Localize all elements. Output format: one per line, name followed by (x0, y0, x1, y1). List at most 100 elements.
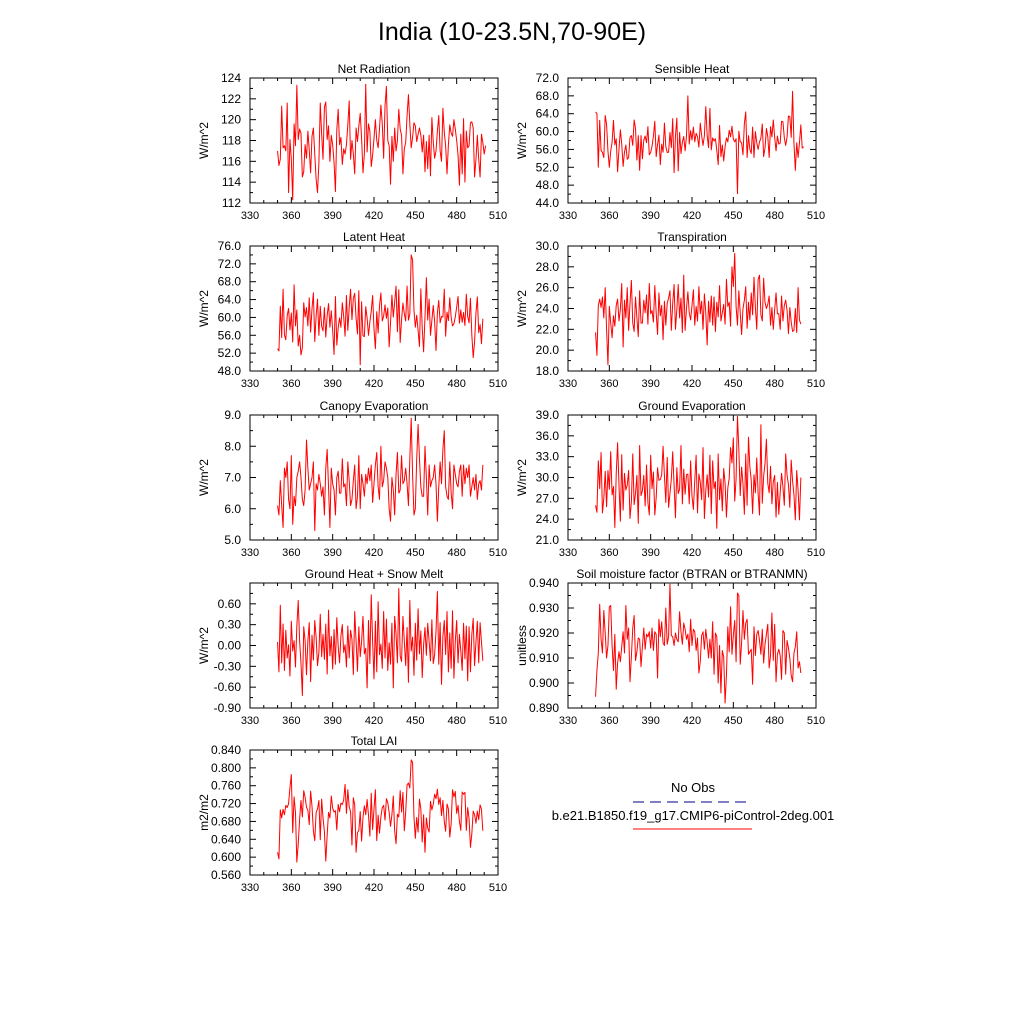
y-tick-label: 120 (221, 113, 241, 127)
panel-ground-evaporation: Ground Evaporation W/m^2 330 360 390 420 450 48… (515, 399, 825, 559)
series-line-transpiration (595, 252, 802, 366)
y-axis-label: W/m^2 (197, 290, 211, 327)
y-tick-label: 39.0 (536, 408, 560, 422)
x-tick-label: 480 (765, 715, 783, 727)
series-line-net-radiation (277, 83, 487, 201)
panel-title: Ground Heat + Snow Melt (305, 567, 444, 581)
panel-soil-moisture-factor-btran-or-btranmn: Soil moisture factor (BTRAN or BTRANMN) u… (515, 567, 825, 727)
legend: No Obs b.e21.B1850.f19_g17.CMIP6-piContr… (552, 780, 835, 830)
y-tick-label: 56.0 (536, 142, 560, 156)
panel-title: Net Radiation (338, 62, 411, 76)
y-tick-label: 0.890 (529, 701, 559, 715)
y-tick-label: 0.30 (218, 618, 242, 632)
y-tick-label: 20.0 (536, 343, 560, 357)
x-tick-label: 450 (406, 715, 424, 727)
x-tick-label: 390 (323, 378, 341, 390)
y-tick-label: 0.60 (218, 597, 242, 611)
y-tick-label: 48.0 (218, 364, 242, 378)
y-tick-label: 60.0 (218, 310, 242, 324)
panels-grid: Net Radiation W/m^2 330 360 390 420 450 480 510 1… (197, 62, 825, 894)
y-tick-label: 33.0 (536, 450, 560, 464)
panel-title: Sensible Heat (655, 62, 730, 76)
y-tick-label: 124 (221, 71, 241, 85)
x-tick-label: 510 (489, 882, 507, 894)
x-tick-label: 450 (724, 210, 742, 222)
panel-title: Transpiration (657, 230, 727, 244)
y-tick-label: 0.940 (529, 576, 559, 590)
x-tick-label: 420 (365, 715, 383, 727)
y-tick-label: 0.760 (211, 779, 241, 793)
y-tick-label: 0.840 (211, 743, 241, 757)
y-tick-label: 0.920 (529, 626, 559, 640)
y-axis-label: W/m^2 (197, 627, 211, 664)
y-tick-label: 44.0 (536, 196, 560, 210)
x-tick-label: 450 (724, 378, 742, 390)
y-tick-label: 0.800 (211, 761, 241, 775)
x-tick-label: 420 (683, 210, 701, 222)
y-axis-label: W/m^2 (515, 122, 529, 159)
y-tick-label: 0.910 (529, 651, 559, 665)
y-tick-label: 60.0 (536, 125, 560, 139)
y-axis-label: W/m^2 (197, 459, 211, 496)
x-tick-label: 450 (406, 547, 424, 559)
x-tick-label: 510 (489, 547, 507, 559)
x-tick-label: 330 (559, 378, 577, 390)
y-tick-label: 30.0 (536, 471, 560, 485)
y-tick-label: 116 (222, 154, 241, 168)
x-tick-label: 480 (765, 547, 783, 559)
y-tick-label: 0.640 (211, 832, 241, 846)
x-tick-label: 360 (282, 547, 300, 559)
y-tick-label: 0.720 (211, 797, 241, 811)
panel-title: Ground Evaporation (638, 399, 745, 413)
y-tick-label: -0.60 (214, 680, 242, 694)
x-tick-label: 360 (600, 715, 618, 727)
x-tick-label: 390 (323, 210, 341, 222)
y-tick-label: 48.0 (536, 178, 560, 192)
y-tick-label: 0.930 (529, 601, 559, 615)
x-tick-label: 330 (559, 547, 577, 559)
y-tick-label: 5.0 (224, 533, 241, 547)
y-axis-label: m2/m2 (197, 794, 211, 831)
x-tick-label: 390 (641, 715, 659, 727)
y-tick-label: 24.0 (536, 302, 560, 316)
x-tick-label: 480 (447, 715, 465, 727)
x-tick-label: 480 (447, 547, 465, 559)
y-tick-label: 52.0 (536, 160, 560, 174)
panel-canopy-evaporation: Canopy Evaporation W/m^2 330 360 390 420 450 48… (197, 399, 507, 559)
x-tick-label: 390 (323, 715, 341, 727)
figure-title: India (10-23.5N,70-90E) (378, 18, 646, 46)
legend-label-model: b.e21.B1850.f19_g17.CMIP6-piControl-2deg… (552, 808, 835, 823)
x-tick-label: 420 (365, 378, 383, 390)
x-tick-label: 510 (489, 715, 507, 727)
x-tick-label: 510 (807, 210, 825, 222)
x-tick-label: 330 (241, 378, 259, 390)
x-tick-label: 420 (683, 715, 701, 727)
y-tick-label: 7.0 (224, 471, 241, 485)
y-tick-label: 68.0 (218, 275, 242, 289)
y-tick-label: 36.0 (536, 429, 560, 443)
y-tick-label: 8.0 (224, 439, 241, 453)
panel-title: Soil moisture factor (BTRAN or BTRANMN) (576, 567, 807, 581)
panel-title: Latent Heat (343, 230, 406, 244)
panel-transpiration: Transpiration W/m^2 330 360 390 420 450 480 510 1… (515, 230, 825, 390)
y-tick-label: 30.0 (536, 239, 560, 253)
y-tick-label: 28.0 (536, 260, 560, 274)
series-line-canopy-evaporation (277, 417, 484, 532)
panel-title: Total LAI (351, 734, 398, 748)
x-tick-label: 450 (406, 882, 424, 894)
x-tick-label: 330 (559, 715, 577, 727)
x-tick-label: 420 (683, 547, 701, 559)
x-tick-label: 360 (282, 378, 300, 390)
plot-frame (249, 245, 499, 372)
y-axis-label: W/m^2 (515, 459, 529, 496)
x-tick-label: 330 (241, 210, 259, 222)
y-tick-label: 68.0 (536, 89, 560, 103)
x-tick-label: 330 (241, 715, 259, 727)
x-tick-label: 330 (559, 210, 577, 222)
y-tick-label: 76.0 (218, 239, 242, 253)
series-line-total-lai (277, 759, 484, 863)
x-tick-label: 360 (600, 378, 618, 390)
y-tick-label: 9.0 (224, 408, 241, 422)
panel-latent-heat: Latent Heat W/m^2 330 360 390 420 450 480 510 48.… (197, 230, 507, 390)
y-axis-label: W/m^2 (515, 290, 529, 327)
